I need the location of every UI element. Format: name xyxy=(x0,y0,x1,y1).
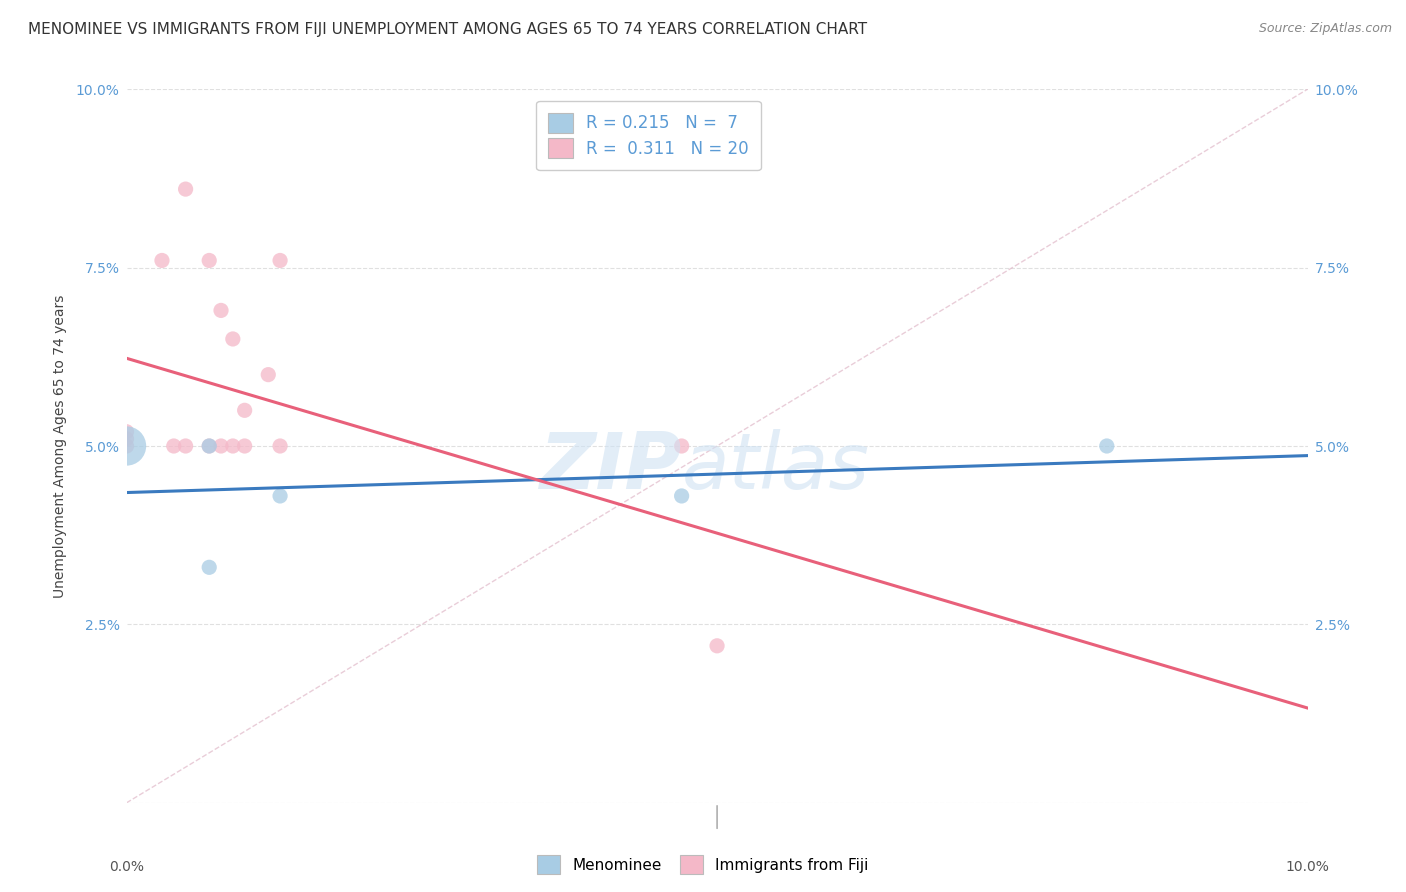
Point xyxy=(198,253,221,268)
Point xyxy=(198,560,221,574)
Point xyxy=(269,489,291,503)
Text: atlas: atlas xyxy=(682,429,869,506)
Point xyxy=(198,439,221,453)
Point xyxy=(198,439,221,453)
Point xyxy=(115,425,138,439)
Point xyxy=(269,439,291,453)
Point xyxy=(163,439,186,453)
Point xyxy=(115,439,138,453)
Y-axis label: Unemployment Among Ages 65 to 74 years: Unemployment Among Ages 65 to 74 years xyxy=(53,294,67,598)
Point xyxy=(269,253,291,268)
Point xyxy=(671,439,693,453)
Point xyxy=(1095,439,1118,453)
Text: MENOMINEE VS IMMIGRANTS FROM FIJI UNEMPLOYMENT AMONG AGES 65 TO 74 YEARS CORRELA: MENOMINEE VS IMMIGRANTS FROM FIJI UNEMPL… xyxy=(28,22,868,37)
Point xyxy=(115,439,138,453)
Point xyxy=(706,639,728,653)
Point xyxy=(233,403,256,417)
Point xyxy=(115,432,138,446)
Point xyxy=(174,182,197,196)
Point xyxy=(209,439,232,453)
Point xyxy=(150,253,173,268)
Legend: R = 0.215   N =  7, R =  0.311   N = 20: R = 0.215 N = 7, R = 0.311 N = 20 xyxy=(537,101,761,170)
Legend: Menominee, Immigrants from Fiji: Menominee, Immigrants from Fiji xyxy=(531,849,875,880)
Text: 0.0%: 0.0% xyxy=(110,860,143,874)
Text: ZIP: ZIP xyxy=(540,429,682,506)
Point xyxy=(233,439,256,453)
Text: Source: ZipAtlas.com: Source: ZipAtlas.com xyxy=(1258,22,1392,36)
Text: 10.0%: 10.0% xyxy=(1285,860,1330,874)
Point xyxy=(222,439,245,453)
Point xyxy=(209,303,232,318)
Point xyxy=(671,489,693,503)
Point xyxy=(257,368,280,382)
Point xyxy=(222,332,245,346)
Point xyxy=(174,439,197,453)
